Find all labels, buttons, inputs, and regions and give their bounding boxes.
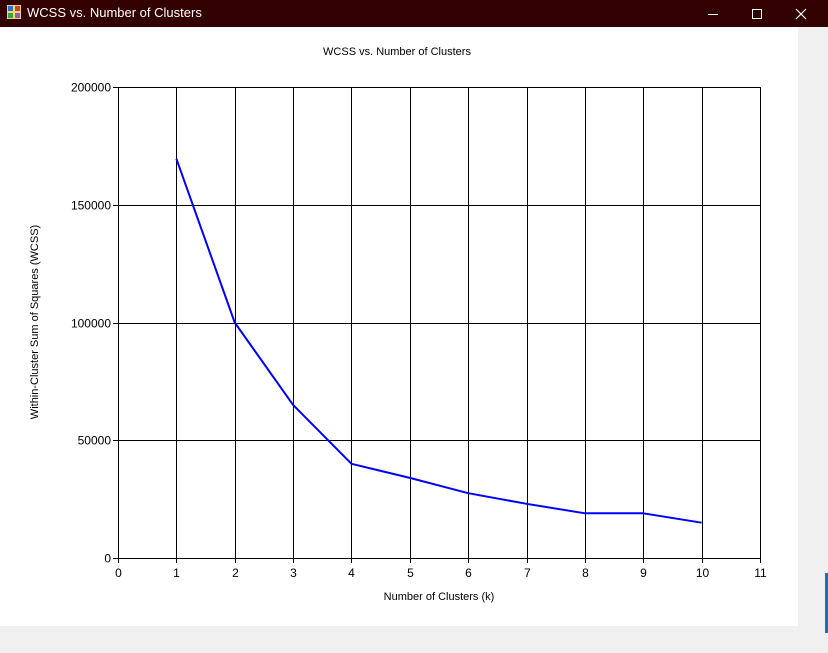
x-tick-label: 7 (524, 566, 531, 580)
x-tick-label: 9 (640, 566, 647, 580)
plot-frame (118, 87, 761, 559)
minimize-icon (708, 13, 718, 15)
axes (113, 87, 761, 563)
close-button[interactable] (778, 0, 824, 27)
chart-title: WCSS vs. Number of Clusters (323, 46, 471, 58)
x-axis-label: Number of Clusters (k) (384, 591, 495, 603)
x-tick-label: 0 (115, 566, 122, 580)
chart-client-area (0, 27, 798, 626)
x-tick-label: 4 (348, 566, 355, 580)
grid (118, 87, 760, 558)
x-tick-label: 2 (232, 566, 239, 580)
minimize-button[interactable] (690, 0, 736, 27)
x-tick-label: 1 (173, 566, 180, 580)
maximize-icon (752, 8, 762, 19)
background-edge (825, 573, 828, 633)
close-icon (795, 8, 807, 19)
y-tick-label: 150000 (71, 199, 111, 213)
series-layer (175, 158, 702, 524)
x-tick-label: 5 (407, 566, 414, 580)
window-background-strip (798, 27, 828, 626)
maximize-button[interactable] (734, 0, 780, 27)
y-tick-label: 100000 (71, 317, 111, 331)
y-tick-label: 0 (104, 552, 111, 566)
window-title: WCSS vs. Number of Clusters (27, 5, 202, 20)
tick-labels: 0 1 2 3 4 5 6 7 8 9 10 11 0 50000 100000 150000 200000 (71, 81, 767, 581)
y-tick-label: 50000 (78, 434, 112, 448)
y-axis-label: Within-Cluster Sum of Squares (WCSS) (29, 225, 41, 419)
title-bar: WCSS vs. Number of Clusters (0, 0, 828, 27)
x-tick-label: 11 (754, 566, 767, 580)
x-tick-label: 6 (465, 566, 472, 580)
x-tick-label: 8 (582, 566, 589, 580)
x-tick-label: 10 (696, 566, 710, 580)
app-icon (7, 5, 21, 19)
x-tick-label: 3 (290, 566, 297, 580)
y-tick-label: 200000 (71, 81, 111, 95)
series-line (175, 158, 702, 524)
